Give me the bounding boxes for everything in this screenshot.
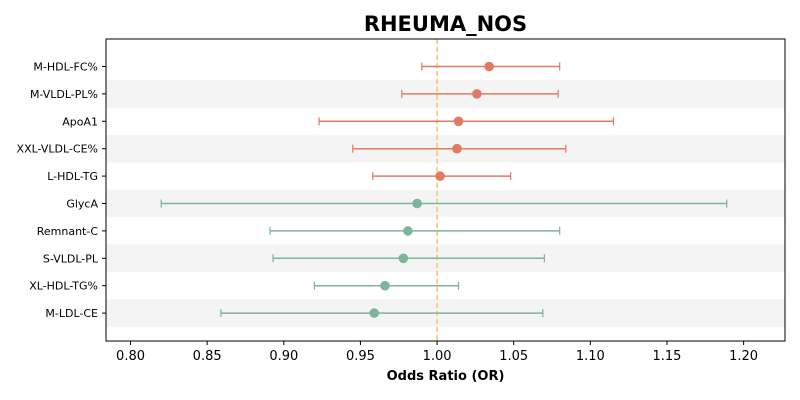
y-tick-label: ApoA1 xyxy=(62,115,98,128)
y-tick-label: M-HDL-FC% xyxy=(33,61,98,74)
x-tick-label: 1.15 xyxy=(653,349,682,364)
series-marks xyxy=(160,61,728,318)
x-tick-label: 0.80 xyxy=(116,349,145,364)
x-tick-label: 0.85 xyxy=(193,349,222,364)
x-axis-label: Odds Ratio (OR) xyxy=(387,369,505,384)
or-point xyxy=(484,61,494,72)
y-tick-label: S-VLDL-PL xyxy=(43,252,99,265)
plot-frame xyxy=(105,38,786,342)
x-axis: 0.80 0.85 0.90 0.95 1.00 1.05 1.10 1.15 1.20 xyxy=(116,341,758,364)
y-tick-label: XXL-VLDL-CE% xyxy=(17,143,98,156)
x-tick-label: 1.05 xyxy=(499,349,528,364)
x-tick-label: 0.90 xyxy=(269,349,298,364)
x-tick-label: 0.95 xyxy=(346,349,375,364)
or-point xyxy=(380,280,390,291)
y-tick-label: M-VLDL-PL% xyxy=(30,88,98,101)
y-tick-label: L-HDL-TG xyxy=(47,170,98,183)
chart-title: RHEUMA_NOS xyxy=(364,12,527,36)
or-point xyxy=(472,89,482,99)
or-point xyxy=(453,116,464,127)
or-point xyxy=(435,171,445,181)
x-tick-label: 1.10 xyxy=(576,349,605,364)
x-tick-label: 1.00 xyxy=(423,349,452,364)
y-tick-label: XL-HDL-TG% xyxy=(29,280,98,293)
x-tick-label: 1.20 xyxy=(729,349,758,364)
y-tick-label: M-LDL-CE xyxy=(45,307,98,320)
y-axis: M-HDL-FC% M-VLDL-PL% ApoA1 XXL-VLDL-CE% L-HD… xyxy=(17,61,106,320)
or-point xyxy=(398,253,409,264)
y-tick-label: Remnant-C xyxy=(37,225,99,238)
or-point xyxy=(412,198,422,209)
or-point xyxy=(452,143,462,154)
or-point xyxy=(403,226,413,236)
or-point xyxy=(369,308,380,318)
y-tick-label: GlycA xyxy=(66,198,98,211)
